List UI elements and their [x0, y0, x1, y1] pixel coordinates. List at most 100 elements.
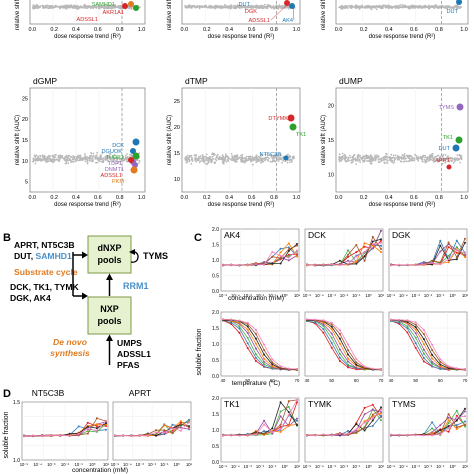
curve-point	[380, 244, 382, 247]
background-point	[44, 5, 47, 8]
background-point	[341, 6, 344, 9]
background-point	[190, 6, 193, 9]
hit-label: ADSSL1	[101, 173, 122, 179]
curve-point	[439, 250, 442, 253]
curve-x-tick: 10⁻⁴	[315, 293, 324, 298]
y-tick-label: 25	[174, 99, 180, 105]
x-tick-label: 1.0	[138, 195, 146, 201]
background-point	[130, 154, 133, 157]
panel-d-curves: D soluble fraction concentration (mM) NT…	[3, 388, 193, 474]
curve-point	[41, 434, 44, 437]
background-point	[73, 156, 75, 159]
x-tick-label: 0.6	[248, 27, 256, 33]
curve-panel: TYMK 10⁻⁵ 10⁻⁴ 10⁻³ 10⁻² 10⁻¹ 10⁰ 10¹	[303, 397, 385, 469]
x-tick-label: 0.2	[360, 195, 368, 201]
salvage-line-1: APRT, NT5C3B	[14, 240, 75, 250]
curve-point	[155, 429, 158, 432]
background-point	[264, 159, 266, 162]
background-point	[90, 160, 93, 162]
curve-point	[431, 361, 434, 363]
curve-y-tick: 1.5	[212, 243, 219, 249]
curve-point	[279, 262, 282, 265]
x-tick-label: 0.8	[270, 195, 278, 201]
background-point	[65, 154, 68, 157]
scatter-panel: DUT 0.0 0.2 0.4 0.6 0.8 1.0 dose response trend…	[321, 0, 469, 40]
curve-point	[464, 410, 466, 413]
background-point	[94, 156, 97, 159]
hit-label: TYMS	[438, 105, 454, 111]
salvage-dut: DUT,	[14, 251, 35, 261]
hit-point	[456, 103, 464, 111]
background-point	[442, 153, 445, 156]
background-point	[40, 158, 43, 161]
curve-point	[447, 430, 450, 433]
curve-x-tick: 10⁰	[449, 464, 456, 469]
curve-point	[179, 420, 182, 423]
rrm1-label: RRM1	[123, 281, 149, 291]
background-point	[267, 160, 270, 162]
curve-point	[338, 329, 341, 332]
background-point	[200, 160, 202, 163]
background-point	[229, 6, 231, 9]
background-point	[109, 159, 112, 161]
background-point	[237, 4, 240, 7]
curve-point	[95, 423, 98, 426]
curve-point	[338, 332, 341, 335]
background-point	[116, 158, 119, 160]
curve-point	[439, 360, 442, 363]
background-point	[250, 157, 253, 160]
curve-point	[130, 434, 133, 437]
curve-line	[390, 319, 466, 370]
background-point	[343, 7, 346, 9]
curve-y-tick: 0.0	[212, 460, 219, 466]
background-point	[211, 153, 213, 156]
background-point	[63, 5, 66, 7]
curve-point	[287, 413, 290, 416]
background-point	[287, 7, 290, 10]
curve-point	[322, 264, 325, 266]
background-point	[67, 162, 70, 165]
curve-point	[263, 360, 266, 363]
y-axis-label: relative shift (AUC)	[167, 115, 173, 165]
background-point	[47, 7, 50, 9]
background-point	[34, 160, 37, 162]
background-point	[73, 5, 75, 8]
background-point	[394, 154, 397, 157]
curve-x-tick: 10⁻²	[424, 464, 433, 469]
curve-point	[414, 326, 417, 329]
curve-y-tick: 0.5	[212, 358, 219, 364]
background-point	[248, 156, 251, 159]
curve-x-tick: 10⁻¹	[160, 462, 169, 467]
curve-point	[464, 423, 466, 426]
background-point	[393, 157, 396, 159]
background-point	[109, 152, 112, 155]
background-point	[404, 157, 407, 160]
curve-x-tick: 10⁻⁴	[33, 462, 42, 467]
background-point	[84, 158, 87, 161]
hit-label: DTYMK	[268, 116, 288, 122]
temp-label: temperature (°C)	[232, 379, 280, 387]
background-point	[411, 159, 413, 162]
background-point	[414, 153, 416, 156]
scatter-title: dGMP	[33, 76, 57, 86]
background-point	[387, 6, 389, 9]
background-point	[57, 154, 60, 157]
background-point	[32, 160, 34, 163]
curve-point	[338, 433, 341, 435]
curve-point	[439, 244, 442, 247]
scatter-panel: SAMHD1 AKR1A1 ADSSL1 0.0 0.2 0.4 0.6 0.8 1.0 dose…	[15, 0, 146, 40]
background-point	[223, 4, 226, 7]
curve-point	[464, 241, 466, 244]
background-point	[89, 7, 92, 9]
x-tick-label: 0.6	[94, 27, 102, 33]
background-point	[357, 160, 360, 162]
curve-point	[122, 434, 125, 437]
curve-point	[279, 365, 282, 368]
hit-point	[456, 0, 462, 5]
background-point	[460, 155, 463, 157]
tyms-arrowhead	[129, 249, 135, 255]
background-point	[277, 160, 280, 163]
background-point	[77, 155, 79, 158]
background-point	[96, 161, 99, 164]
